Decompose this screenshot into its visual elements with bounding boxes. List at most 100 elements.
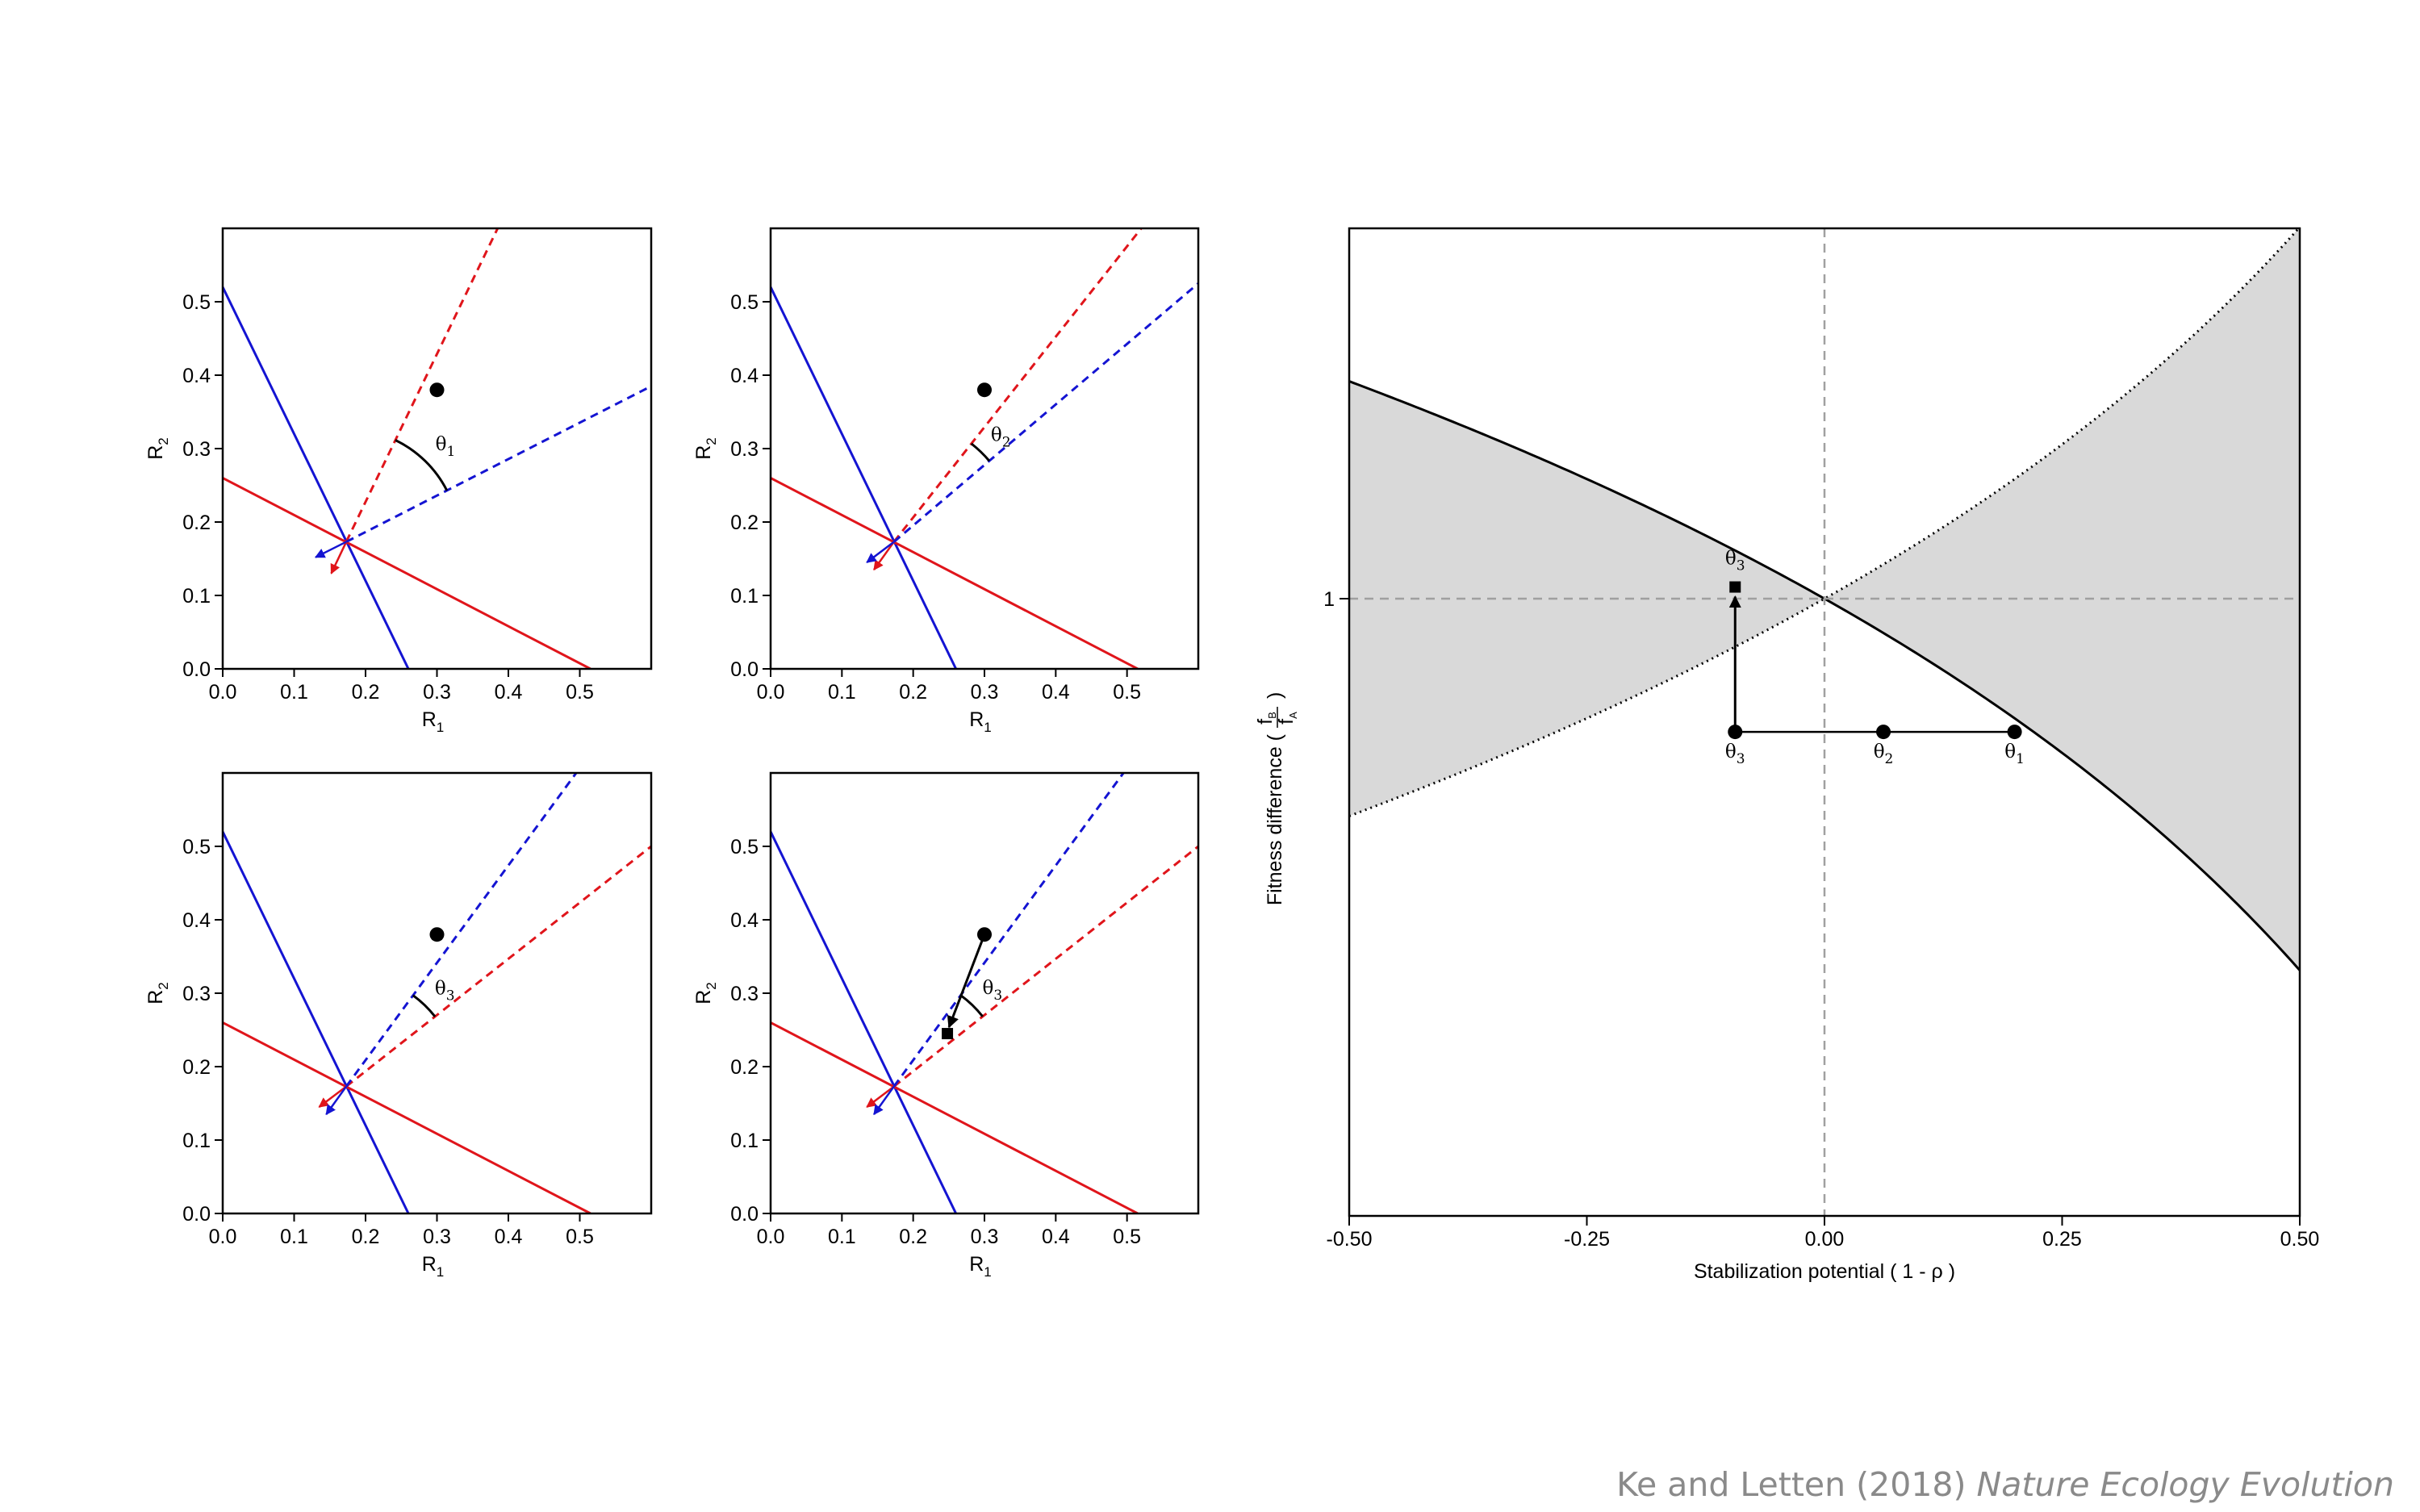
zngi-blue-line [771,286,958,669]
y-axis-label: R2 [144,437,171,460]
angle-label: θ3 [982,978,1002,1004]
x-tick-label: 0.5 [566,1226,594,1248]
zngi-red-line [771,477,1139,669]
x-axis-label: R1 [422,1253,445,1280]
x-axis-label: R1 [969,708,992,735]
x-axis-label-sub: 1 [984,720,991,735]
x-tick-label: 0.5 [566,681,594,704]
x-tick-label: 0.0 [209,681,237,704]
zngi-red-line [223,1021,591,1213]
shifted-point [1729,581,1741,593]
x-tick-label: 0.4 [495,681,523,704]
x-tick-label: 0.50 [2280,1228,2320,1251]
zngi-blue-line [771,831,958,1213]
y-tick-label: 0.0 [182,1203,211,1226]
y-axis-label-sub: 2 [704,982,719,989]
x-axis-label: Stabilization potential ( 1 - ρ ) [1694,1260,1955,1283]
y-tick-label: 0.2 [730,1056,759,1079]
y-axis-label-main: R [692,445,715,460]
x-tick-label: 0.5 [1113,1226,1141,1248]
angle-label-main: θ [982,978,993,999]
angle-label-sub: 1 [446,444,455,460]
x-tick-label: 0.2 [899,1226,927,1248]
y-tick-label: 0.1 [182,1130,211,1152]
y-tick-label: 0.1 [730,1130,759,1152]
theta-point-label-sub: 1 [2016,751,2025,767]
x-axis-label-main: R [422,1253,437,1276]
supply-vector-red [892,228,1143,543]
zngi-blue-line [223,831,410,1213]
x-tick-label: 0.25 [2042,1228,2082,1251]
y-tick-label: 0.4 [182,365,211,387]
x-tick-label: 0.0 [209,1226,237,1248]
y-axis-frac-num: fB [1254,712,1278,725]
x-axis-label: R1 [969,1253,992,1280]
y-tick-label: 0.3 [730,438,759,461]
x-tick-label: 0.3 [423,1226,451,1248]
x-tick-label: 0.2 [352,1226,380,1248]
panel-bottom-right: θ30.0 0.1 0.2 0.3 0.4 0.50.00.10.20.30.40.5R1… [692,771,1200,1280]
citation-journal: Nature Ecology Evolution [1976,1465,2394,1504]
consumption-arrow-red [330,541,348,574]
y-tick-label: 0.3 [730,983,759,1005]
consumption-arrow-red [318,1085,347,1109]
angle-arc [959,994,984,1017]
angle-label-sub: 3 [446,988,455,1004]
x-axis-label-main: R [422,708,437,731]
y-tick-label: 0.4 [730,365,759,387]
frac-den-main: f [1275,719,1298,725]
y-axis-label: R2 [144,982,171,1005]
x-tick-label: 0.2 [899,681,927,704]
theta-point [1728,725,1743,740]
x-tick-label: 0.3 [971,1226,999,1248]
y-tick-label: 0.4 [730,909,759,932]
theta-point-label: θ1 [2004,741,2025,767]
consumption-arrow-red [866,1085,895,1109]
supply-point [429,927,445,942]
x-tick-label: 0.1 [828,1226,856,1248]
frac-num-sub: B [1266,712,1278,719]
plot-area [223,773,651,1213]
consumption-arrow-blue [866,541,895,564]
x-axis-label-main: R [969,708,984,731]
x-axis-label-sub: 1 [437,720,444,735]
theta-point-label-main: θ [1874,741,1885,762]
y-axis-label-main: R [144,445,167,460]
angle-arc [395,439,449,491]
plot-area [771,228,1198,669]
citation-authors: Ke and Letten (2018) [1616,1465,1967,1504]
plot-area [771,773,1198,1213]
panel-top-left: θ10.0 0.1 0.2 0.3 0.4 0.50.00.10.20.30.40.5R1… [144,227,653,735]
supply-vector-blue [345,773,578,1088]
x-tick-label: 0.3 [971,681,999,704]
y-tick-label: 0.2 [182,512,211,534]
supply-point [977,382,992,398]
x-tick-label: 0.4 [1042,1226,1070,1248]
y-axis-label-close: ) [1264,692,1286,699]
y-tick-label: 0.2 [730,512,759,534]
y-tick-label: 0.0 [182,658,211,681]
x-tick-label: 0.1 [828,681,856,704]
angle-arc [970,442,991,462]
angle-label: θ1 [436,434,456,460]
shifted-supply-point [942,1028,954,1040]
consumption-arrow-blue [314,541,347,558]
y-tick-label: 0.5 [730,291,759,314]
y-tick-label: 0.1 [730,585,759,608]
y-axis-label-main: R [144,990,167,1005]
supply-point [429,382,445,398]
boundary-dotted-curve [1349,228,2300,817]
theta-point-label-main: θ [1725,741,1737,762]
theta-point-label-sub: 2 [1885,751,1894,767]
plot-area [1349,228,2300,1216]
x-axis-label-main: R [969,1253,984,1276]
consumption-arrow-red [873,541,895,571]
y-axis-label: R2 [692,437,719,460]
frac-den-sub: A [1287,712,1299,719]
x-tick-label: -0.25 [1564,1228,1610,1251]
x-axis-label: R1 [422,708,445,735]
angle-label-sub: 3 [993,988,1002,1004]
y-tick-label: 0.5 [730,836,759,858]
